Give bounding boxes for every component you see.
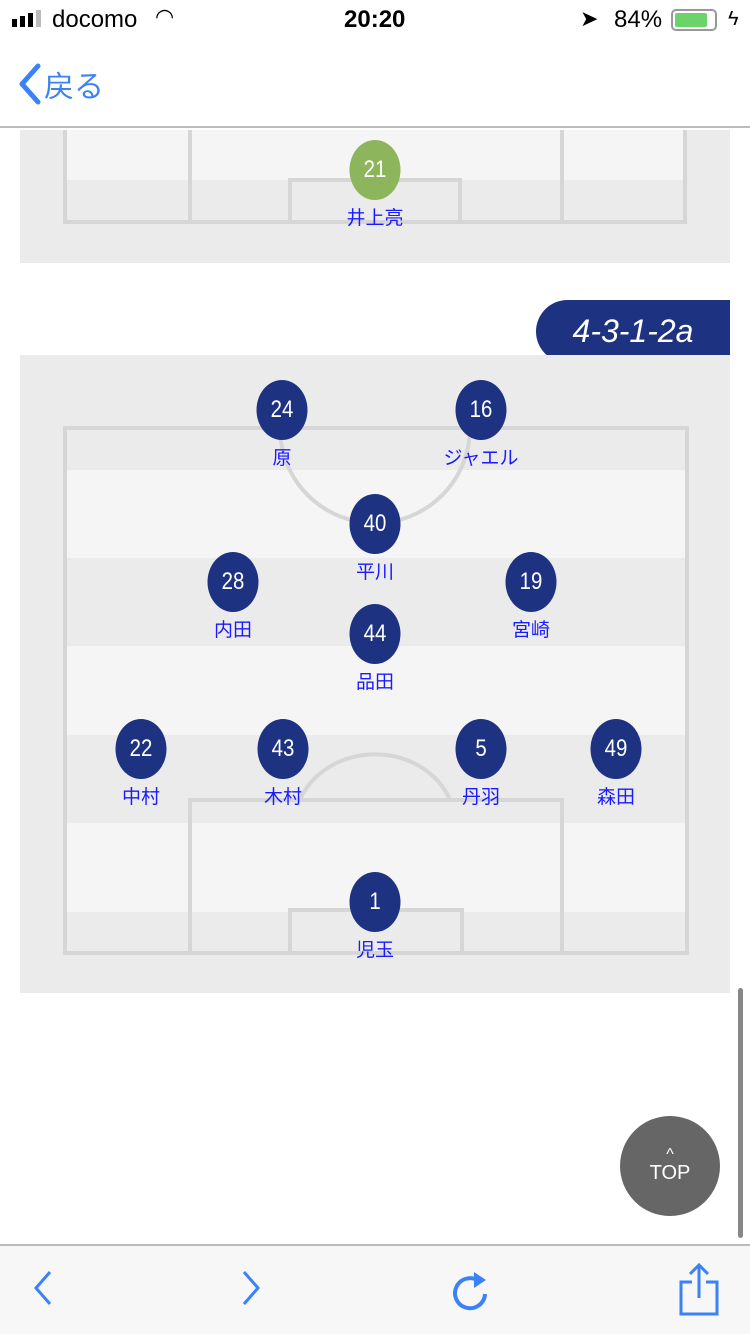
player-name: 中村	[121, 787, 160, 808]
player-marker[interactable]: 22	[115, 719, 167, 779]
nav-bar: 戻る	[0, 40, 750, 128]
wifi-icon: ◠	[155, 4, 175, 29]
player-name: 宮崎	[511, 620, 550, 641]
player-marker[interactable]: 44	[349, 604, 401, 664]
forward-arrow-icon[interactable]	[238, 1266, 264, 1310]
player-marker[interactable]: 1	[349, 872, 401, 932]
battery-icon	[671, 9, 717, 31]
player-name: 内田	[213, 620, 252, 641]
battery-percent: 84%	[614, 6, 663, 33]
back-arrow-icon[interactable]	[30, 1266, 56, 1310]
charging-icon: ϟ	[728, 8, 739, 30]
player-marker[interactable]: 49	[590, 719, 642, 779]
back-label: 戻る	[44, 71, 104, 104]
player-marker[interactable]: 19	[505, 552, 557, 612]
scroll-top-button[interactable]: ^ TOP	[620, 1116, 720, 1216]
chevron-up-icon: ^	[666, 1145, 674, 1163]
previous-formation-field: 21 井上亮	[20, 130, 730, 263]
player-marker[interactable]: 28	[207, 552, 259, 612]
player-marker[interactable]: 40	[349, 494, 401, 554]
player-name: 井上亮	[346, 208, 404, 229]
share-icon[interactable]	[678, 1262, 722, 1318]
player-marker[interactable]: 21	[349, 140, 401, 200]
clock: 20:20	[344, 6, 406, 33]
formation-badge: 4-3-1-2a	[536, 300, 730, 363]
player-name: 森田	[596, 787, 635, 808]
formation-field: 24 原 16 ジャエル 40 平川 28 内田 19 宮崎 44 品田 22 …	[20, 355, 730, 993]
carrier: docomo	[52, 6, 138, 33]
chevron-left-icon	[19, 63, 41, 105]
player-name: 平川	[355, 562, 394, 583]
player-marker[interactable]: 5	[455, 719, 507, 779]
player-name: ジャエル	[443, 448, 519, 469]
player-name: 丹羽	[461, 787, 500, 808]
player-marker[interactable]: 24	[256, 380, 308, 440]
location-icon: ➤	[580, 6, 599, 31]
player-name: 児玉	[355, 940, 394, 961]
back-button[interactable]: 戻る	[16, 62, 104, 106]
browser-toolbar	[0, 1244, 750, 1334]
status-bar: docomo ◠ 20:20 ➤ 84% ϟ	[0, 0, 750, 40]
player-marker[interactable]: 43	[257, 719, 309, 779]
player-marker[interactable]: 16	[455, 380, 507, 440]
scrollbar[interactable]	[738, 988, 743, 1238]
player-name: 木村	[263, 787, 302, 808]
reload-icon[interactable]	[448, 1268, 492, 1312]
player-name: 品田	[355, 672, 394, 693]
top-label: TOP	[649, 1161, 691, 1184]
signal-icon	[12, 10, 41, 27]
player-name: 原	[272, 448, 292, 469]
